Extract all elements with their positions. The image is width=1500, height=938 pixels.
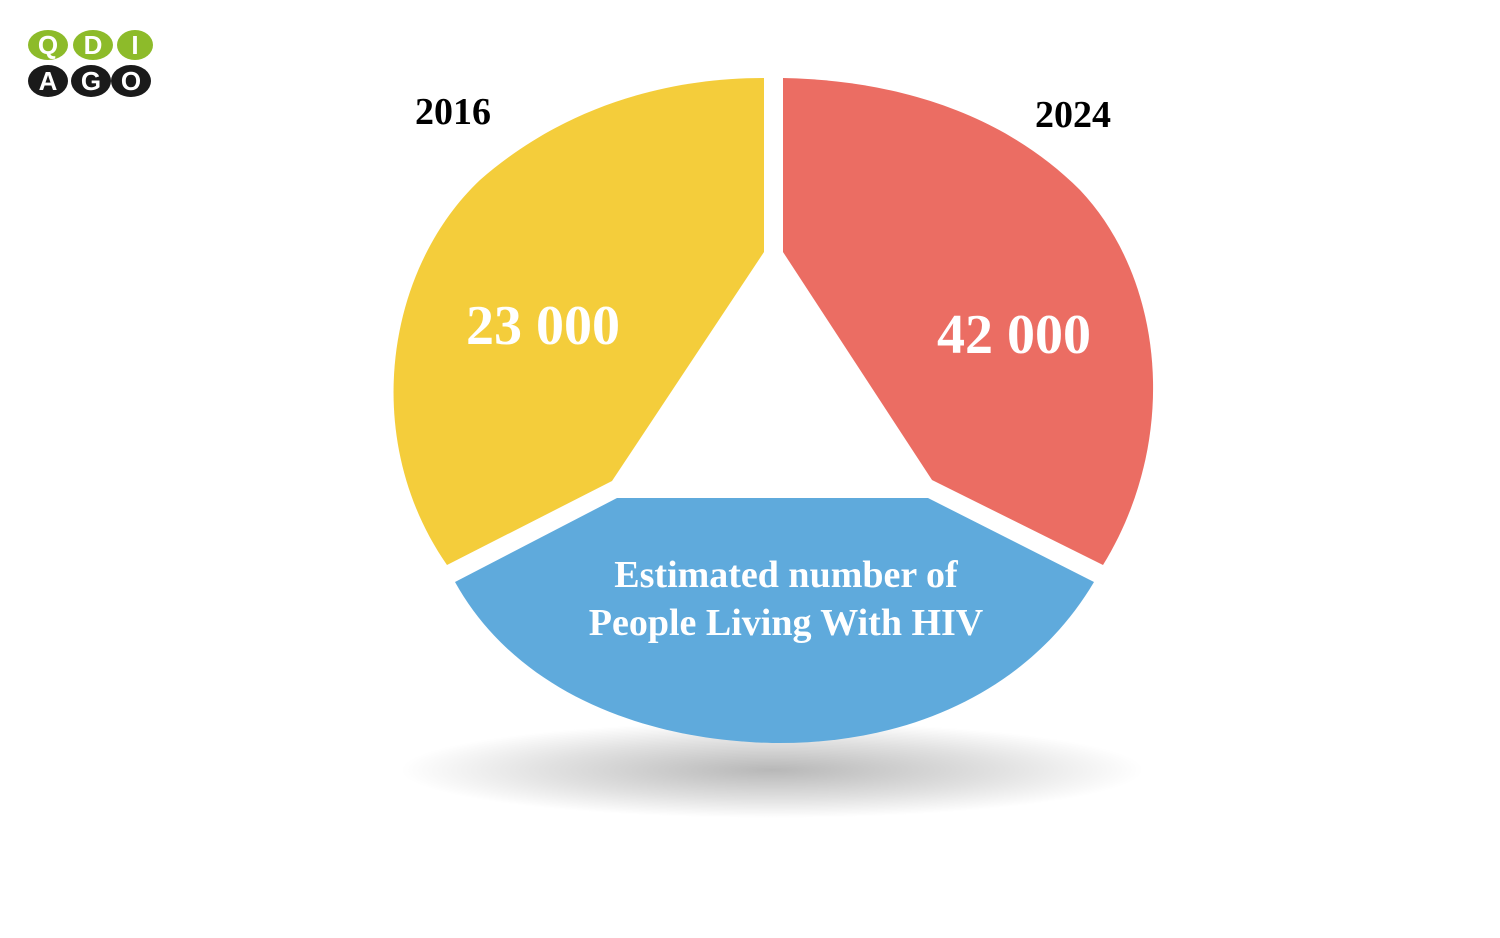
logo-pill-o — [111, 65, 151, 97]
logo-letter-q: Q — [38, 30, 58, 60]
logo-letter-d: D — [84, 30, 103, 60]
caption-line-2: People Living With HIV — [589, 602, 984, 644]
caption-line-1: Estimated number of — [614, 554, 959, 596]
logo-letter-g: G — [81, 66, 101, 96]
year-label-2016: 2016 — [415, 91, 491, 133]
qdi-ago-logo: Q D I A G O — [28, 30, 153, 97]
year-label-2024: 2024 — [1035, 94, 1111, 136]
diagram-shadow — [400, 722, 1144, 818]
logo-pill-i — [117, 30, 153, 60]
segment-2016 — [393, 78, 764, 565]
logo-letter-o: O — [121, 66, 141, 96]
value-label-2016: 23 000 — [466, 295, 620, 357]
logo-letter-i: I — [131, 30, 138, 60]
value-label-2024: 42 000 — [937, 304, 1091, 366]
logo-pill-g — [71, 65, 111, 97]
logo-letter-a: A — [39, 66, 58, 96]
segment-2024 — [783, 78, 1154, 565]
segment-caption — [455, 498, 1094, 744]
logo-pill-q — [28, 30, 68, 60]
logo-pill-d — [73, 30, 113, 60]
logo-pill-a — [28, 65, 68, 97]
